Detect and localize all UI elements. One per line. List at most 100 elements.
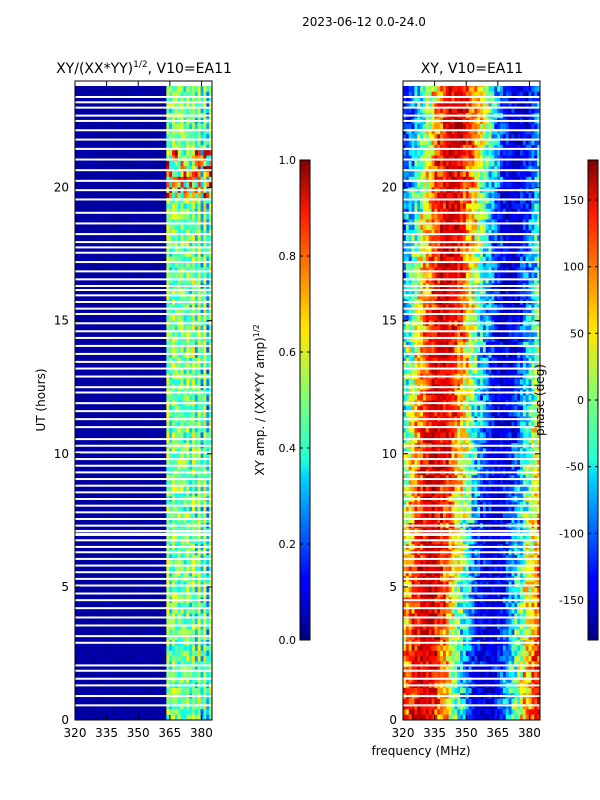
- heatmap-cell: [169, 155, 173, 162]
- heatmap-cell: [189, 507, 193, 513]
- heatmap-cell: [140, 538, 144, 545]
- heatmap-cell: [203, 267, 207, 274]
- heatmap-cell: [126, 411, 130, 417]
- heatmap-cell: [92, 219, 96, 226]
- heatmap-cell: [140, 613, 144, 620]
- heatmap-cell: [206, 453, 210, 460]
- heatmap-cell: [172, 224, 176, 231]
- heatmap-cell: [77, 123, 82, 130]
- heatmap-cell: [149, 570, 153, 577]
- heatmap-cell: [112, 224, 116, 231]
- heatmap-cell: [177, 507, 181, 513]
- heatmap-cell: [89, 139, 93, 146]
- heatmap-cell: [200, 262, 204, 268]
- heatmap-cell: [152, 171, 156, 178]
- heatmap-cell: [197, 570, 201, 577]
- heatmap-cell: [157, 288, 162, 295]
- heatmap-cell: [134, 198, 139, 204]
- heatmap-cell: [86, 501, 90, 508]
- heatmap-cell: [117, 176, 122, 183]
- heatmap-cell: [154, 507, 159, 513]
- heatmap-cell: [183, 214, 187, 220]
- heatmap-cell: [174, 602, 179, 609]
- heatmap-cell: [132, 171, 136, 178]
- heatmap-cell: [177, 123, 181, 130]
- heatmap-cell: [92, 262, 96, 268]
- heatmap-cell: [206, 560, 210, 566]
- heatmap-cell: [134, 134, 139, 140]
- heatmap-cell: [106, 240, 110, 247]
- heatmap-cell: [106, 501, 110, 508]
- heatmap-cell: [117, 586, 122, 593]
- heatmap-cell: [189, 427, 193, 433]
- heatmap-cell: [80, 309, 84, 316]
- heatmap-cell: [97, 96, 102, 103]
- heatmap-cell: [89, 565, 93, 572]
- heatmap-cell: [203, 480, 207, 487]
- heatmap-cell: [77, 166, 82, 172]
- heatmap-cell: [109, 437, 113, 444]
- heatmap-cell: [169, 309, 173, 316]
- heatmap-cell: [169, 160, 173, 167]
- heatmap-cell: [154, 198, 159, 204]
- heatmap-cell: [86, 182, 90, 188]
- heatmap-cell: [192, 150, 196, 156]
- heatmap-cell: [75, 166, 79, 172]
- heatmap-cell: [75, 533, 79, 540]
- heatmap-cell: [174, 336, 179, 343]
- heatmap-cell: [86, 491, 90, 497]
- heatmap-cell: [177, 198, 181, 204]
- heatmap-cell: [132, 288, 136, 295]
- heatmap-cell: [166, 336, 170, 343]
- heatmap-cell: [189, 288, 193, 295]
- heatmap-cell: [206, 336, 210, 343]
- heatmap-cell: [97, 570, 102, 577]
- heatmap-cell: [209, 294, 212, 300]
- heatmap-cell: [206, 171, 210, 178]
- heatmap-cell: [126, 613, 130, 620]
- heatmap-cell: [103, 379, 107, 385]
- heatmap-cell: [169, 427, 173, 433]
- heatmap-cell: [203, 134, 207, 140]
- heatmap-cell: [186, 267, 190, 274]
- heatmap-cell: [106, 432, 110, 439]
- heatmap-cell: [103, 331, 107, 337]
- heatmap-cell: [117, 251, 122, 258]
- heatmap-cell: [157, 533, 162, 540]
- heatmap-cell: [89, 533, 93, 540]
- heatmap-cell: [80, 613, 84, 620]
- heatmap-cell: [160, 411, 164, 417]
- heatmap-cell: [100, 230, 104, 236]
- heatmap-cell: [203, 325, 207, 332]
- heatmap-cell: [177, 592, 181, 598]
- heatmap-cell: [183, 459, 187, 465]
- heatmap-cell: [109, 86, 113, 93]
- heatmap-cell: [154, 379, 159, 385]
- heatmap-cell: [140, 182, 144, 188]
- heatmap-cell: [192, 203, 196, 210]
- heatmap-cell: [89, 144, 93, 151]
- heatmap-cell: [94, 480, 99, 487]
- heatmap-cell: [166, 485, 170, 492]
- heatmap-cell: [186, 475, 190, 481]
- heatmap-cell: [134, 421, 139, 428]
- heatmap-cell: [140, 267, 144, 274]
- heatmap-cell: [157, 256, 162, 263]
- heatmap-cell: [183, 336, 187, 343]
- heatmap-cell: [132, 203, 136, 210]
- heatmap-cell: [154, 352, 159, 359]
- heatmap-cell: [149, 176, 153, 183]
- heatmap-cell: [143, 475, 147, 481]
- heatmap-cell: [140, 475, 144, 481]
- heatmap-cell: [109, 208, 113, 215]
- heatmap-cell: [103, 134, 107, 140]
- heatmap-cell: [140, 262, 144, 268]
- heatmap-cell: [92, 336, 96, 343]
- heatmap-cell: [172, 128, 176, 135]
- heatmap-cell: [197, 421, 201, 428]
- heatmap-cell: [126, 602, 130, 609]
- heatmap-cell: [146, 267, 150, 274]
- heatmap-cell: [123, 570, 127, 577]
- heatmap-cell: [137, 341, 142, 348]
- heatmap-cell: [129, 437, 133, 444]
